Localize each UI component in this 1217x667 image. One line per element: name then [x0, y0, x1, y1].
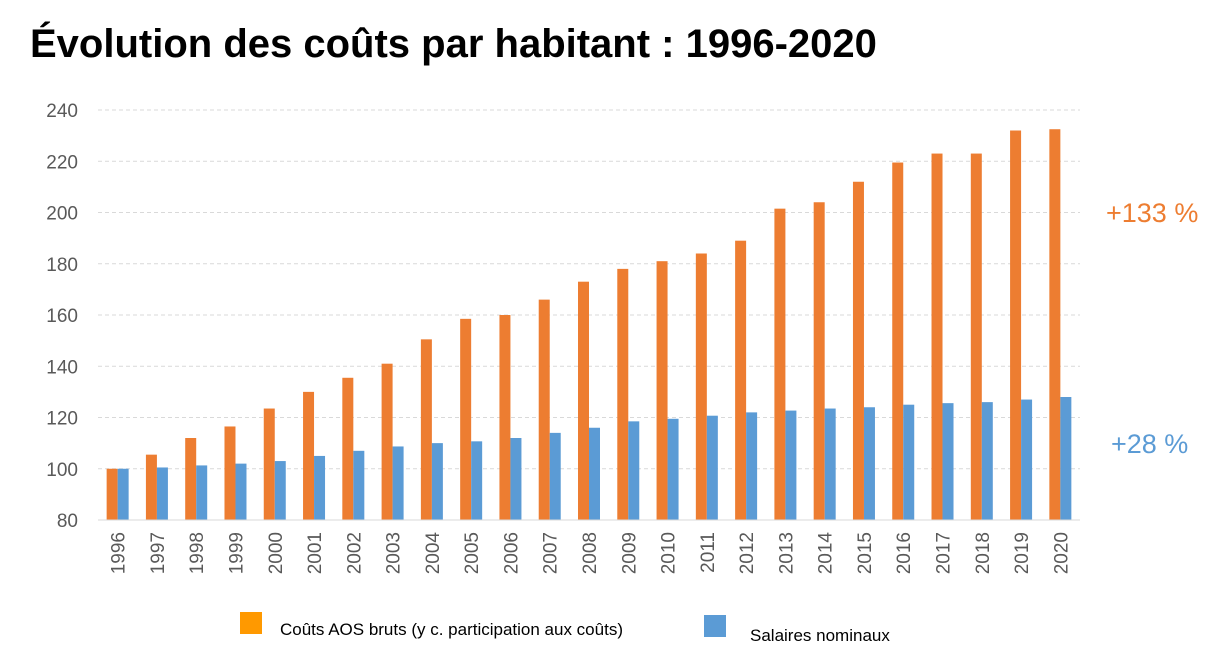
bar-costs — [656, 261, 668, 520]
bar-salaries — [746, 412, 758, 520]
bar-costs — [774, 208, 786, 520]
bar-salaries — [156, 467, 168, 520]
x-tick-label: 2006 — [501, 532, 522, 574]
x-tick-label: 2003 — [384, 532, 405, 574]
bar-salaries — [667, 418, 679, 520]
bar-costs — [106, 468, 118, 520]
bar-costs — [931, 153, 943, 520]
bar-salaries — [785, 410, 797, 520]
legend-label-costs: Coûts AOS bruts (y c. participation aux … — [280, 620, 623, 639]
x-tick-label: 2014 — [816, 532, 837, 575]
bar-costs — [813, 202, 825, 520]
x-tick-label: 1999 — [226, 532, 247, 574]
y-tick-label: 140 — [46, 357, 78, 378]
x-tick-label: 2000 — [266, 532, 287, 574]
x-tick-label: 2016 — [894, 532, 915, 574]
bar-costs — [578, 281, 589, 520]
bar-costs — [342, 377, 354, 520]
legend-swatch-salaries — [704, 615, 726, 637]
x-tick-label: 2009 — [619, 532, 640, 574]
bar-salaries — [628, 421, 640, 520]
bar-salaries — [589, 427, 600, 520]
bar-salaries — [863, 407, 875, 520]
bar-costs — [381, 363, 393, 520]
bar-costs — [970, 153, 982, 520]
bar-salaries — [314, 455, 326, 520]
bar-salaries — [942, 403, 954, 520]
bar-costs — [460, 318, 472, 520]
x-tick-label: 2008 — [580, 532, 601, 574]
x-tick-label: 2005 — [462, 532, 483, 574]
x-tick-label: 2017 — [934, 532, 955, 574]
x-tick-label: 2013 — [776, 532, 797, 574]
x-tick-label: 2018 — [973, 532, 994, 574]
x-tick-label: 2001 — [305, 532, 326, 574]
bar-costs — [735, 240, 747, 520]
bar-salaries — [981, 402, 993, 520]
x-tick-label: 2007 — [541, 532, 562, 574]
salaries-change-annotation: +28 % — [1111, 429, 1189, 459]
x-tick-label: 2012 — [737, 532, 758, 574]
x-tick-label: 2002 — [344, 532, 365, 574]
y-tick-label: 180 — [46, 255, 78, 276]
bar-salaries — [706, 415, 718, 520]
x-tick-label: 2004 — [423, 532, 444, 575]
legend-swatch-costs — [240, 612, 262, 634]
x-tick-label: 2019 — [1012, 532, 1033, 574]
x-tick-label: 2015 — [855, 532, 876, 574]
bar-costs — [695, 253, 707, 520]
x-tick-label: 1996 — [109, 532, 130, 574]
y-tick-label: 200 — [46, 204, 78, 225]
x-tick-label: 2020 — [1051, 532, 1072, 574]
x-tick-label: 2011 — [698, 532, 719, 573]
bar-costs — [499, 315, 511, 520]
bar-salaries — [274, 461, 286, 520]
bar-costs — [617, 268, 629, 520]
y-tick-label: 220 — [46, 152, 78, 173]
bar-salaries — [353, 450, 365, 520]
x-tick-label: 2010 — [659, 532, 680, 574]
legend-item-costs: Coûts AOS bruts (y c. participation aux … — [240, 606, 623, 640]
legend-label-salaries: Salaires nominaux — [750, 626, 890, 645]
bar-costs — [420, 339, 432, 520]
y-tick-label: 240 — [46, 101, 78, 122]
bar-salaries — [549, 432, 561, 520]
bar-costs — [852, 181, 864, 520]
y-tick-label: 120 — [46, 409, 78, 430]
bar-costs — [185, 438, 197, 520]
x-tick-label: 1997 — [148, 532, 169, 574]
bar-salaries — [471, 441, 483, 520]
bar-salaries — [196, 465, 208, 520]
y-tick-label: 160 — [46, 306, 78, 327]
bar-salaries — [392, 446, 404, 520]
bar-costs — [263, 408, 275, 520]
x-tick-label: 1998 — [187, 532, 208, 574]
y-tick-label: 100 — [46, 460, 78, 481]
y-tick-label: 80 — [57, 511, 78, 532]
costs-change-annotation: +133 % — [1106, 198, 1199, 228]
bar-salaries — [1021, 399, 1033, 520]
bar-costs — [224, 426, 236, 520]
bar-costs — [303, 391, 315, 520]
bar-salaries — [824, 408, 836, 520]
bar-salaries — [431, 443, 443, 520]
bar-costs — [145, 454, 157, 520]
bar-costs — [892, 162, 904, 520]
bar-salaries — [117, 468, 129, 520]
bar-costs — [538, 299, 550, 520]
bar-salaries — [235, 463, 247, 520]
legend-item-salaries: Salaires nominaux — [704, 606, 890, 646]
bar-salaries — [510, 438, 522, 520]
bar-salaries — [903, 404, 915, 520]
bar-salaries — [1060, 397, 1072, 520]
chart-title: Évolution des coûts par habitant : 1996-… — [30, 22, 877, 66]
bar-costs — [1049, 129, 1061, 520]
bar-costs — [1010, 130, 1022, 520]
